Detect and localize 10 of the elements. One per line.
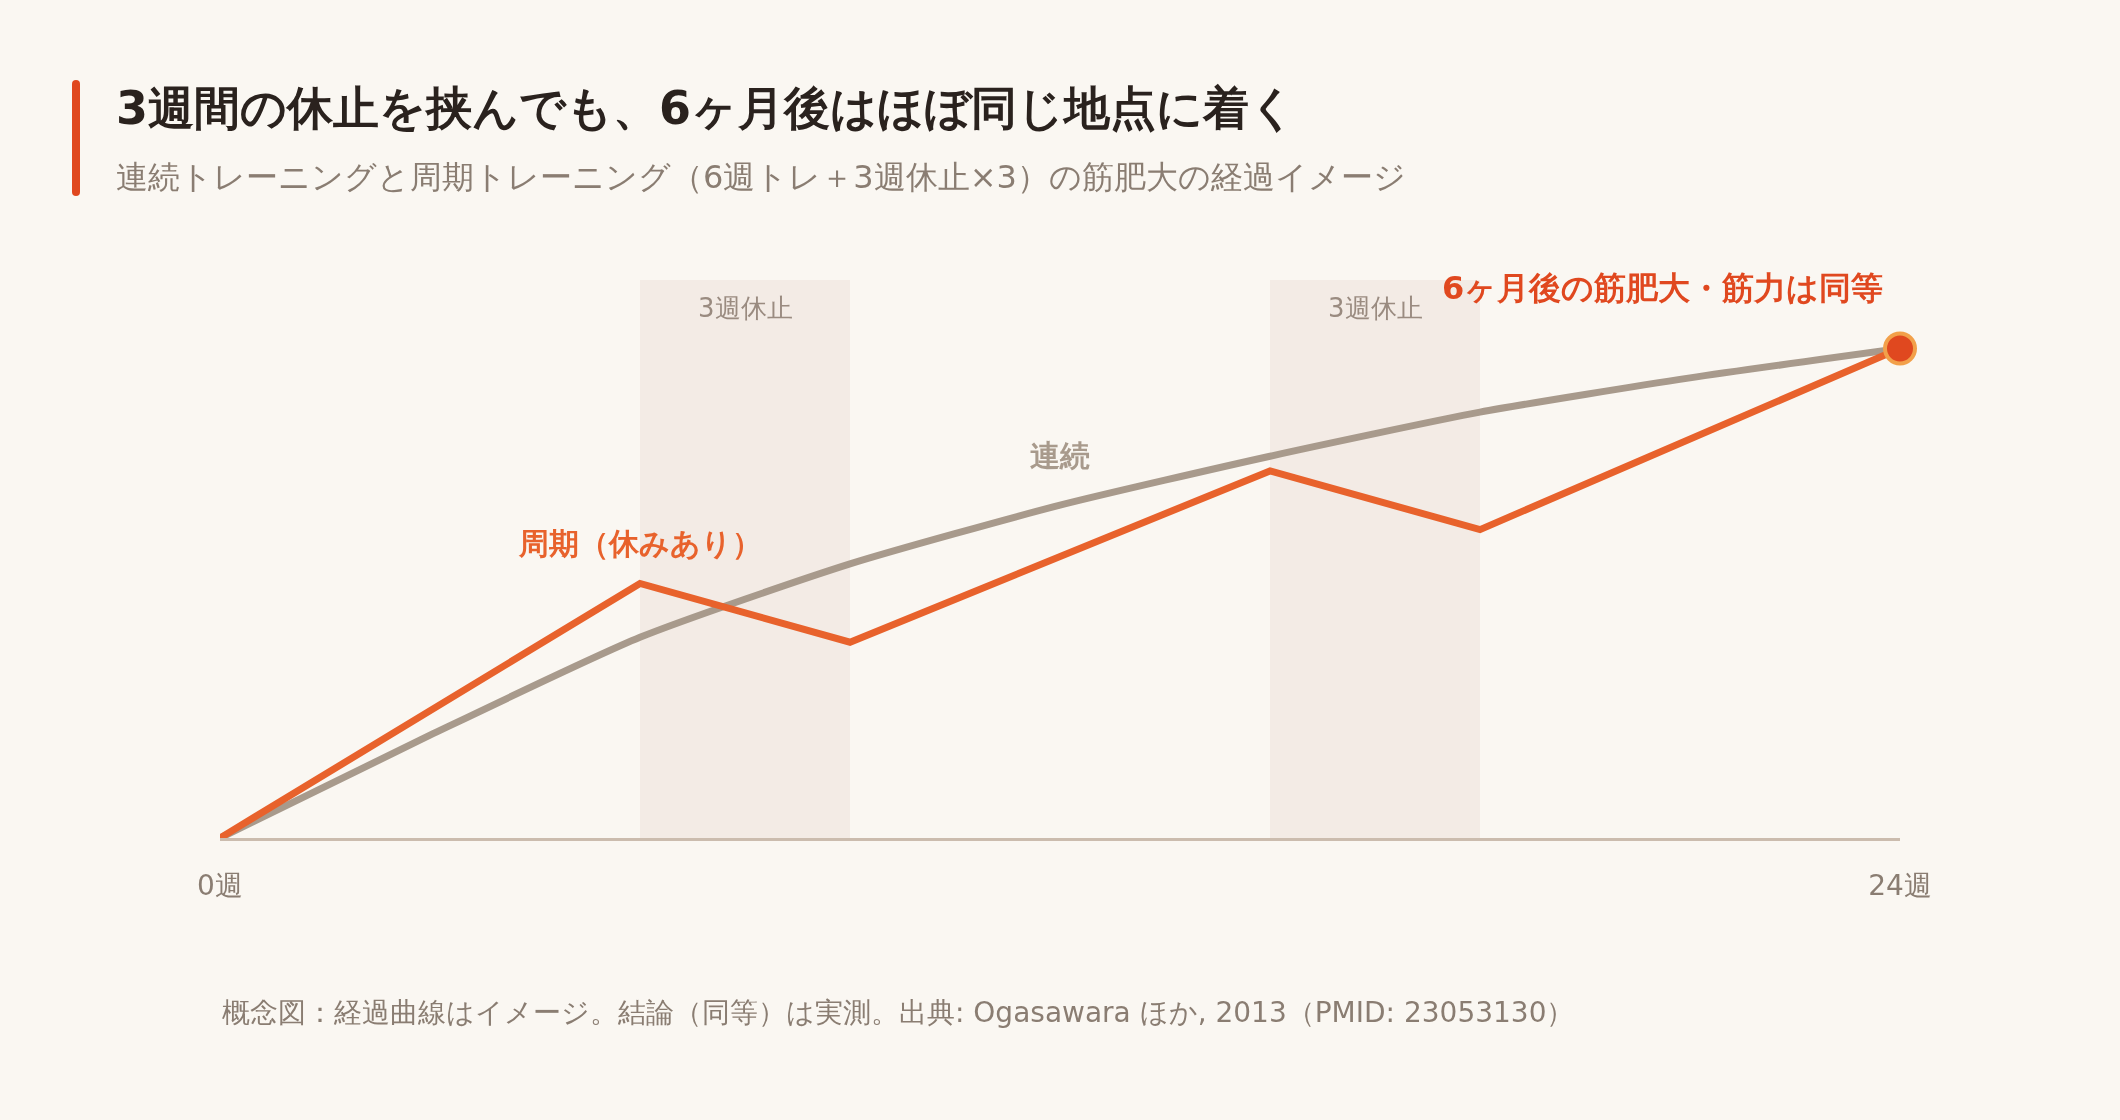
chart-subtitle: 連続トレーニングと周期トレーニング（6週トレ＋3週休止×3）の筋肥大の経過イメージ [116,157,1406,198]
text: 概念図：経過曲線はイメージ。結論（同等）は実測。出典: Ogasawara ほか, 2013（PMID: 23053130） [222,996,1575,1029]
chart-title: 3週間の休止を挟んでも、6ヶ月後はほぼ同じ地点に着く [116,80,1297,137]
band-label: 3週休止 [1328,293,1423,323]
x-tick-label: 24週 [1868,868,1932,902]
band-label: 3週休止 [698,293,793,323]
annotation: 6ヶ月後の筋肥大・筋力は同等 [1442,269,1884,307]
series-label: 周期（休みあり） [518,526,762,561]
series-label: 連続 [1030,438,1090,473]
x-tick-label: 0週 [197,868,243,902]
